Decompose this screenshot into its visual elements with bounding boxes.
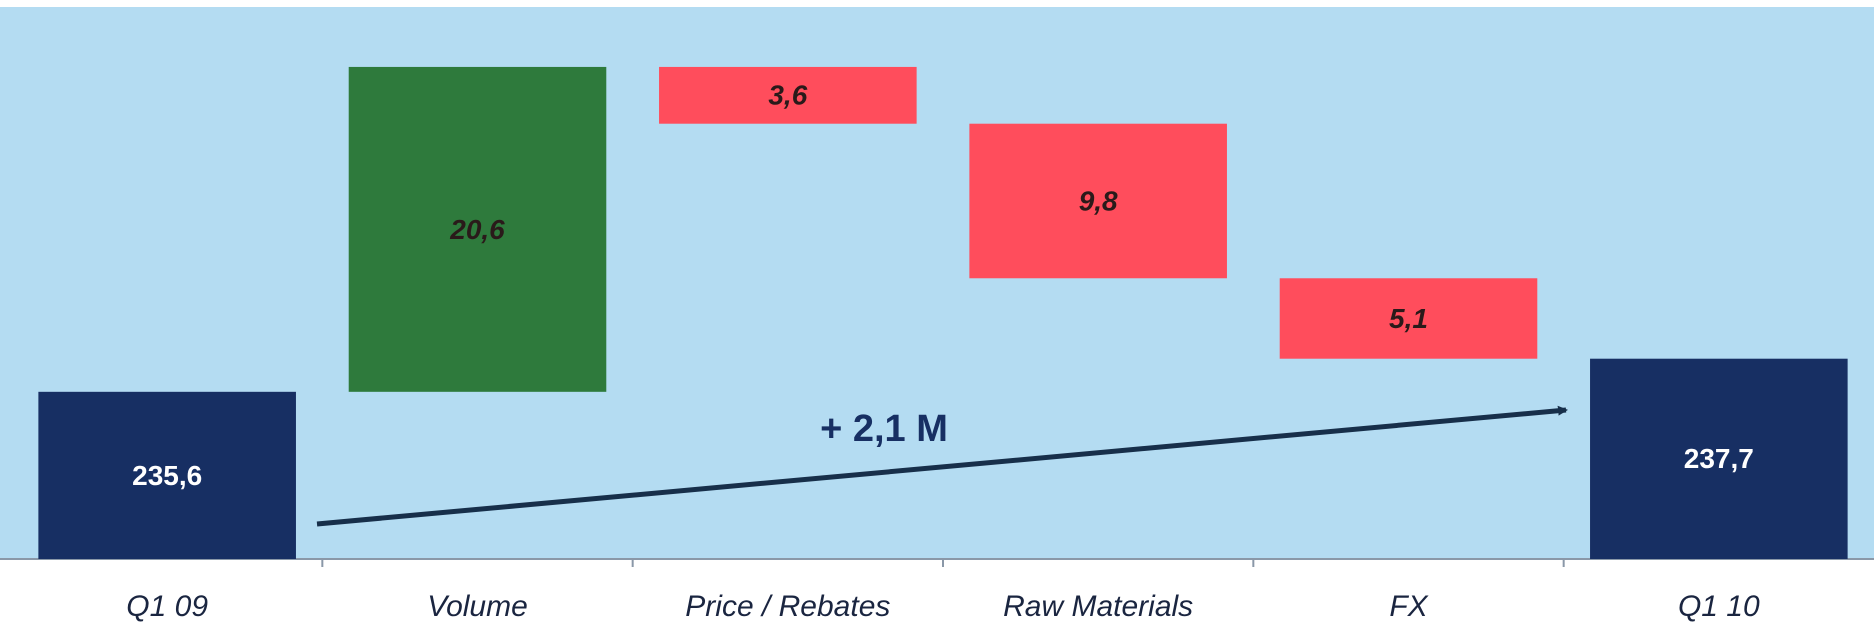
bar (38, 391, 296, 559)
x-tick-label: Q1 09 (126, 590, 208, 623)
bar (1590, 358, 1848, 559)
x-tick-label: Q1 10 (1678, 590, 1760, 623)
value-label: 235,6 (132, 460, 202, 491)
trend-arrow (316, 405, 1568, 527)
x-tick-label: FX (1389, 590, 1428, 623)
x-tick-label: Price / Rebates (685, 590, 890, 623)
bar (969, 123, 1227, 279)
value-label: 9,8 (1079, 185, 1118, 216)
value-label: 3,6 (768, 80, 807, 111)
x-tick-label: Volume (427, 590, 528, 623)
bar (348, 66, 607, 392)
annotation: + 2,1 M (820, 408, 948, 450)
x-tick-label: Raw Materials (1003, 590, 1193, 623)
value-label: 20,6 (449, 214, 505, 245)
bar (1279, 278, 1538, 359)
value-label: 237,7 (1684, 443, 1754, 474)
value-label: 5,1 (1389, 303, 1428, 334)
bar (659, 66, 917, 124)
